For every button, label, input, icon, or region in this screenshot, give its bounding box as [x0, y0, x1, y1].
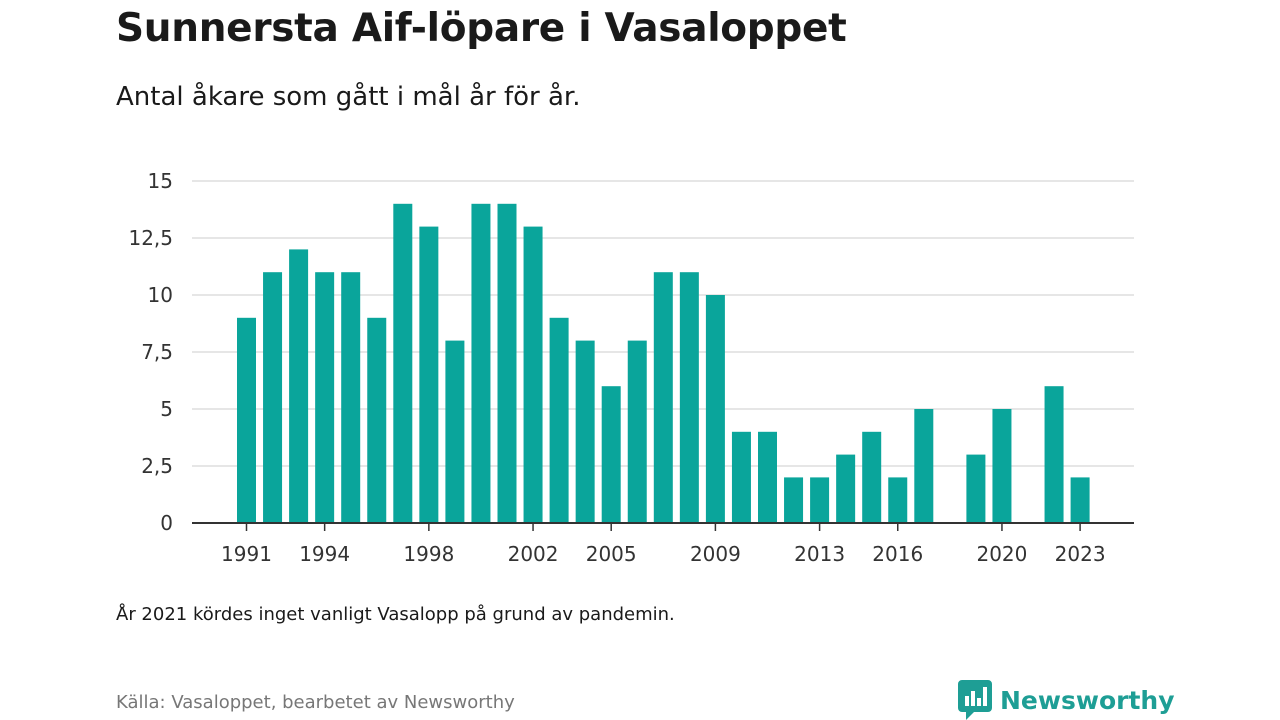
bar-2003 — [549, 317, 569, 523]
bar-2008 — [679, 272, 699, 523]
chart-note: År 2021 kördes inget vanligt Vasalopp på… — [116, 604, 675, 625]
bar-2022 — [1044, 386, 1064, 523]
bar-2009 — [705, 295, 725, 523]
bar-2002 — [523, 226, 543, 523]
bar-1996 — [367, 317, 387, 523]
bar-1993 — [289, 249, 309, 523]
bar-2017 — [914, 409, 934, 523]
x-tick-label: 2002 — [508, 542, 559, 566]
bar-2006 — [627, 340, 647, 523]
x-tick-label: 2020 — [976, 542, 1027, 566]
newsworthy-logo: Newsworthy — [958, 680, 1175, 720]
newsworthy-brand-name: Newsworthy — [1000, 685, 1175, 715]
bar-2019 — [966, 454, 986, 523]
x-tick-label: 2023 — [1055, 542, 1106, 566]
bar-2014 — [836, 454, 856, 523]
bar-2005 — [601, 386, 621, 523]
y-tick-label: 10 — [148, 283, 173, 307]
bar-2016 — [888, 477, 908, 523]
bar-2023 — [1070, 477, 1090, 523]
bar-2020 — [992, 409, 1012, 523]
bar-chart: 0 2,5 5 7,5 10 12,5 15 1991 1994 1998 2002 2005 2009… — [128, 169, 1134, 566]
bar-1997 — [393, 203, 413, 524]
x-tick-label: 1998 — [403, 542, 454, 566]
bar-2007 — [653, 272, 673, 523]
x-tick-label: 2013 — [794, 542, 845, 566]
newsworthy-logo-icon — [958, 680, 992, 720]
bar-2000 — [471, 203, 491, 524]
bar-2001 — [497, 203, 517, 524]
bar-1994 — [315, 272, 335, 523]
y-tick-label: 7,5 — [141, 340, 173, 364]
bar-1995 — [341, 272, 361, 523]
bar-1991 — [237, 317, 256, 523]
chart-subtitle: Antal åkare som gått i mål år för år. — [116, 82, 581, 112]
bar-1998 — [419, 226, 439, 523]
bar-1992 — [263, 272, 283, 523]
chart-title: Sunnersta Aif-löpare i Vasaloppet — [116, 6, 847, 51]
bar-1999 — [445, 340, 465, 523]
x-tick-label: 2016 — [872, 542, 923, 566]
chart-source: Källa: Vasaloppet, bearbetet av Newswort… — [116, 692, 515, 713]
bar-2012 — [784, 477, 804, 523]
y-tick-label: 12,5 — [128, 226, 173, 250]
x-tick-label: 1991 — [221, 542, 272, 566]
x-tick-label: 1994 — [299, 542, 350, 566]
x-tick-label: 2005 — [586, 542, 637, 566]
y-tick-label: 15 — [148, 169, 173, 193]
y-tick-label: 2,5 — [141, 454, 173, 478]
x-tick-label: 2009 — [690, 542, 741, 566]
bar-2013 — [810, 477, 830, 523]
bar-2004 — [575, 340, 595, 523]
bar-2015 — [862, 431, 882, 523]
y-tick-label: 0 — [160, 511, 173, 535]
bar-2010 — [731, 431, 751, 523]
bar-2011 — [758, 431, 777, 523]
y-tick-label: 5 — [160, 397, 173, 421]
